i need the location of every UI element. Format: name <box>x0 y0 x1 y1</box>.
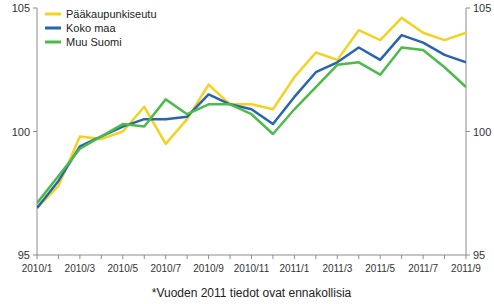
x-tick-label: 2010/9 <box>193 263 224 274</box>
x-tick <box>58 255 59 259</box>
x-tick-label: 2010/7 <box>150 263 181 274</box>
y2-tick <box>466 8 470 9</box>
x-tick-label: 2011/1 <box>279 263 309 274</box>
x-tick-label: 2011/3 <box>322 263 352 274</box>
x-tick <box>122 255 123 259</box>
x-tick <box>444 255 445 259</box>
x-tick <box>337 255 338 259</box>
series-line <box>37 48 466 204</box>
series-group <box>37 18 466 208</box>
legend-label: Pääkaupunkiseutu <box>66 8 157 20</box>
x-tick <box>79 255 80 259</box>
x-tick <box>187 255 188 259</box>
x-tick-label: 2011/9 <box>451 263 481 274</box>
y-tick-label: 100 <box>12 126 30 138</box>
x-tick <box>230 255 231 259</box>
x-tick-label: 2010/1 <box>22 263 53 274</box>
x-tick-label: 2011/7 <box>408 263 438 274</box>
x-tick-label: 2010/5 <box>108 263 139 274</box>
y-tick <box>33 8 37 9</box>
legend-swatch <box>45 27 61 30</box>
x-tick-label: 2011/5 <box>365 263 395 274</box>
x-tick-label: 2010/3 <box>65 263 96 274</box>
y-tick-label: 95 <box>18 249 30 261</box>
x-tick <box>358 255 359 259</box>
y-tick-label: 105 <box>12 2 30 14</box>
x-tick <box>315 255 316 259</box>
x-tick <box>251 255 252 259</box>
x-tick <box>165 255 166 259</box>
x-tick <box>294 255 295 259</box>
legend-label: Koko maa <box>66 22 116 34</box>
series-line <box>37 35 466 208</box>
y2-tick-label: 95 <box>473 249 485 261</box>
y2-tick-label: 105 <box>473 2 491 14</box>
y2-tick-label: 100 <box>473 126 491 138</box>
x-tick-label: 2010/11 <box>234 263 270 274</box>
chart: 95 100 105 95 100 105 2010/1 2010/3 2010/5 2010/7… <box>0 0 494 304</box>
legend-label: Muu Suomi <box>66 36 122 48</box>
x-tick <box>101 255 102 259</box>
legend-swatch <box>45 41 61 44</box>
x-tick <box>144 255 145 259</box>
y2-tick <box>466 255 470 256</box>
y-tick <box>33 131 37 132</box>
legend: Pääkaupunkiseutu Koko maa Muu Suomi <box>45 8 157 48</box>
footnote: *Vuoden 2011 tiedot ovat ennakollisia <box>152 286 352 300</box>
series-line <box>37 18 466 208</box>
x-tick <box>423 255 424 259</box>
y2-tick <box>466 131 470 132</box>
x-tick <box>208 255 209 259</box>
x-tick <box>380 255 381 259</box>
x-tick <box>272 255 273 259</box>
legend-swatch <box>45 13 61 16</box>
x-tick <box>37 255 38 259</box>
x-tick <box>401 255 402 259</box>
x-tick <box>466 255 467 259</box>
y-tick <box>33 255 37 256</box>
